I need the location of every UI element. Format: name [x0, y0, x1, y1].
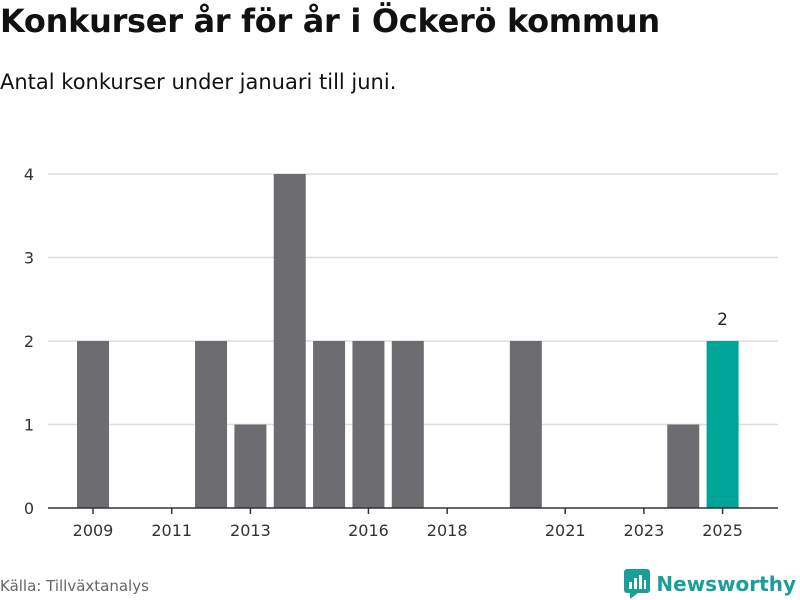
y-tick-label: 2: [24, 332, 34, 351]
chart-subtitle: Antal konkurser under januari till juni.: [0, 70, 397, 94]
bar-2025[interactable]: [706, 341, 739, 508]
x-tick-label: 2011: [151, 521, 192, 540]
bar-2012[interactable]: [195, 341, 228, 508]
y-tick-label: 3: [24, 249, 34, 268]
bar-2013[interactable]: [234, 424, 267, 509]
x-tick-label: 2023: [624, 521, 665, 540]
y-tick-label: 4: [24, 165, 34, 184]
bar-2009[interactable]: [77, 341, 109, 508]
brand-name: Newsworthy: [656, 572, 796, 596]
bar-2024[interactable]: [667, 424, 700, 509]
bar-chart: 0 1 2 3 4 2 2009 2011 2013 2016 2018 2021 2023 2025: [24, 165, 778, 540]
chart-title: Konkurser år för år i Öckerö kommun: [0, 2, 660, 40]
brand-logo[interactable]: Newsworthy: [624, 569, 796, 599]
x-tick-label: 2025: [702, 521, 743, 540]
bar-2014[interactable]: [273, 174, 306, 508]
x-tick-label: 2018: [427, 521, 468, 540]
newsworthy-logo-icon: [624, 569, 651, 599]
data-label: 2: [717, 310, 728, 330]
y-tick-label: 0: [24, 499, 34, 518]
x-tick-label: 2009: [73, 521, 114, 540]
x-tick-label: 2016: [348, 521, 389, 540]
y-tick-label: 1: [24, 416, 34, 435]
bar-2015[interactable]: [313, 341, 346, 508]
bar-2017[interactable]: [391, 341, 424, 508]
x-tick-label: 2021: [545, 521, 586, 540]
x-tick-label: 2013: [230, 521, 271, 540]
bar-2016[interactable]: [352, 341, 385, 508]
bar-2020[interactable]: [509, 341, 542, 508]
source-note: Källa: Tillväxtanalys: [0, 577, 149, 595]
